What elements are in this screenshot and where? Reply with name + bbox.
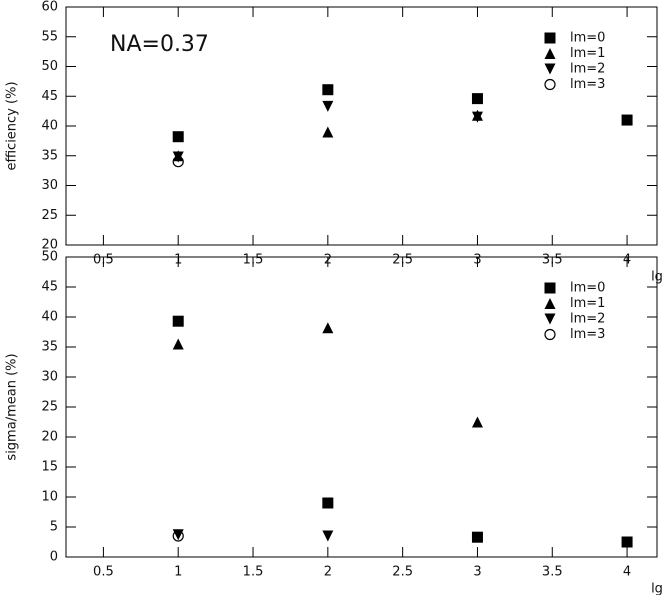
y-tick-label: 45 (41, 280, 58, 295)
y-tick-label: 25 (41, 208, 58, 223)
x-tick-label: 2 (324, 565, 332, 580)
y-tick-label: 5 (50, 520, 58, 535)
y-tick-label: 50 (41, 250, 58, 265)
legend-label: lm=3 (570, 77, 605, 92)
x-tick-label: 1.5 (243, 565, 264, 580)
y-tick-label: 45 (41, 89, 58, 104)
point (172, 156, 184, 168)
legend-marker (544, 32, 556, 44)
x-tick-label: 2.5 (392, 565, 413, 580)
point (322, 322, 334, 334)
point (322, 497, 334, 509)
x-tick-label: 4 (623, 565, 631, 580)
point (621, 536, 633, 548)
point (322, 530, 334, 542)
x-tick-label: 0.5 (93, 565, 114, 580)
plot-frame (65, 256, 658, 558)
y-tick-label: 35 (41, 148, 58, 163)
legend-label: lm=1 (570, 46, 605, 61)
point (322, 84, 334, 96)
y-tick-label: 20 (41, 430, 58, 445)
point (471, 93, 483, 105)
legend-label: lm=3 (570, 327, 605, 342)
legend-label: lm=0 (570, 31, 605, 46)
point (471, 531, 483, 543)
x-axis-label: lg (651, 582, 663, 595)
legend-label: lm=2 (570, 312, 605, 327)
point (471, 416, 483, 428)
point (621, 114, 633, 126)
y-tick-label: 30 (41, 370, 58, 385)
point (471, 111, 483, 123)
y-tick-label: 40 (41, 119, 58, 134)
y-tick-label: 25 (41, 400, 58, 415)
legend-marker (544, 298, 556, 309)
y-tick-label: 20 (41, 238, 58, 253)
point (172, 530, 184, 542)
y-tick-label: 0 (50, 550, 58, 565)
legend-marker (544, 282, 556, 294)
legend-marker (544, 78, 556, 91)
legend-marker (544, 63, 556, 75)
point (322, 100, 334, 112)
y-tick-label: 60 (41, 0, 58, 15)
y-tick-label: 35 (41, 340, 58, 355)
y-tick-label: 10 (41, 490, 58, 505)
legend-marker (544, 328, 556, 341)
x-tick-label: 3.5 (542, 565, 563, 580)
y-axis-label: efficiency (%) (5, 81, 20, 170)
point (172, 338, 184, 350)
legend-label: lm=2 (570, 62, 605, 77)
point (322, 126, 334, 138)
legend-label: lm=0 (570, 281, 605, 296)
x-tick-label: 1 (174, 565, 182, 580)
y-tick-label: 55 (41, 29, 58, 44)
annotation: NA=0.37 (110, 32, 209, 57)
y-axis-label: sigma/mean (%) (5, 353, 20, 460)
y-tick-label: 30 (41, 178, 58, 193)
y-tick-label: 50 (41, 59, 58, 74)
x-tick-label: 3 (473, 565, 481, 580)
legend-marker (544, 313, 556, 325)
legend-label: lm=1 (570, 296, 605, 311)
y-tick-label: 40 (41, 310, 58, 325)
point (172, 315, 184, 327)
y-tick-label: 15 (41, 460, 58, 475)
legend-marker (544, 48, 556, 59)
point (172, 131, 184, 143)
